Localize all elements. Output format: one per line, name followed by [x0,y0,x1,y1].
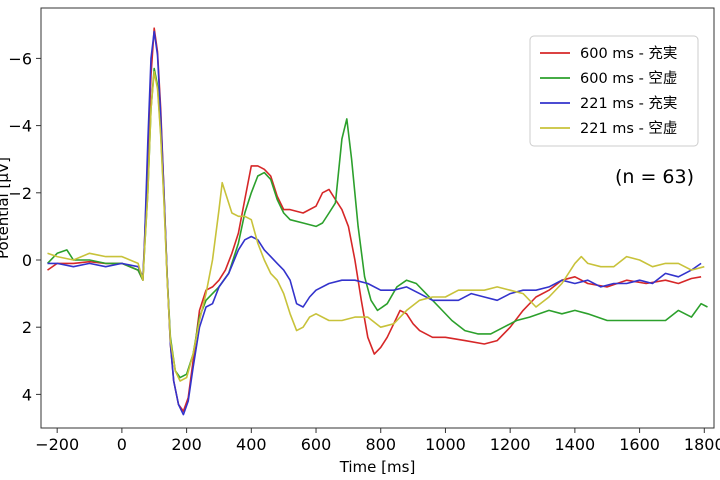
x-tick-label-10: 1800 [684,435,720,454]
y-tick-label-3: 0 [22,251,32,270]
legend-label-1: 600 ms - 空虚 [580,70,677,87]
x-tick-label-4: 600 [301,435,332,454]
legend-label-3: 221 ms - 空虚 [580,120,677,137]
y-tick-label-0: −6 [8,49,32,68]
y-axis: −6 −4 −2 0 2 4 [8,49,41,404]
x-tick-label-7: 1200 [490,435,531,454]
x-axis-title: Time [ms] [339,458,416,476]
y-tick-label-2: −2 [8,184,32,203]
x-tick-label-8: 1400 [555,435,596,454]
sample-size-annotation: (n = 63) [615,166,694,188]
series-line-2 [47,30,702,416]
x-tick-label-6: 1000 [425,435,466,454]
legend-label-2: 221 ms - 充実 [580,95,677,112]
x-tick-label-0: −200 [35,435,79,454]
x-tick-label-2: 200 [171,435,202,454]
legend-box [529,35,699,147]
y-tick-label-5: 4 [22,385,32,404]
legend-label-0: 600 ms - 充実 [580,45,677,62]
x-tick-label-5: 800 [365,435,396,454]
legend: 600 ms - 充実 600 ms - 空虚 221 ms - 充実 221 ms … [529,35,699,147]
series-lines [46,27,708,416]
series-line-1 [46,67,708,379]
x-tick-label-3: 400 [236,435,267,454]
x-tick-label-9: 1600 [619,435,660,454]
series-line-3 [47,71,705,382]
plot-frame [40,7,715,429]
x-axis: −200 0 200 400 600 800 1000 1200 1400 1600 1800 [35,428,720,454]
x-tick-label-1: 0 [117,435,127,454]
y-tick-label-1: −4 [8,117,32,136]
y-tick-label-4: 2 [22,318,32,337]
y-axis-title: Potential [μV] [0,157,12,259]
